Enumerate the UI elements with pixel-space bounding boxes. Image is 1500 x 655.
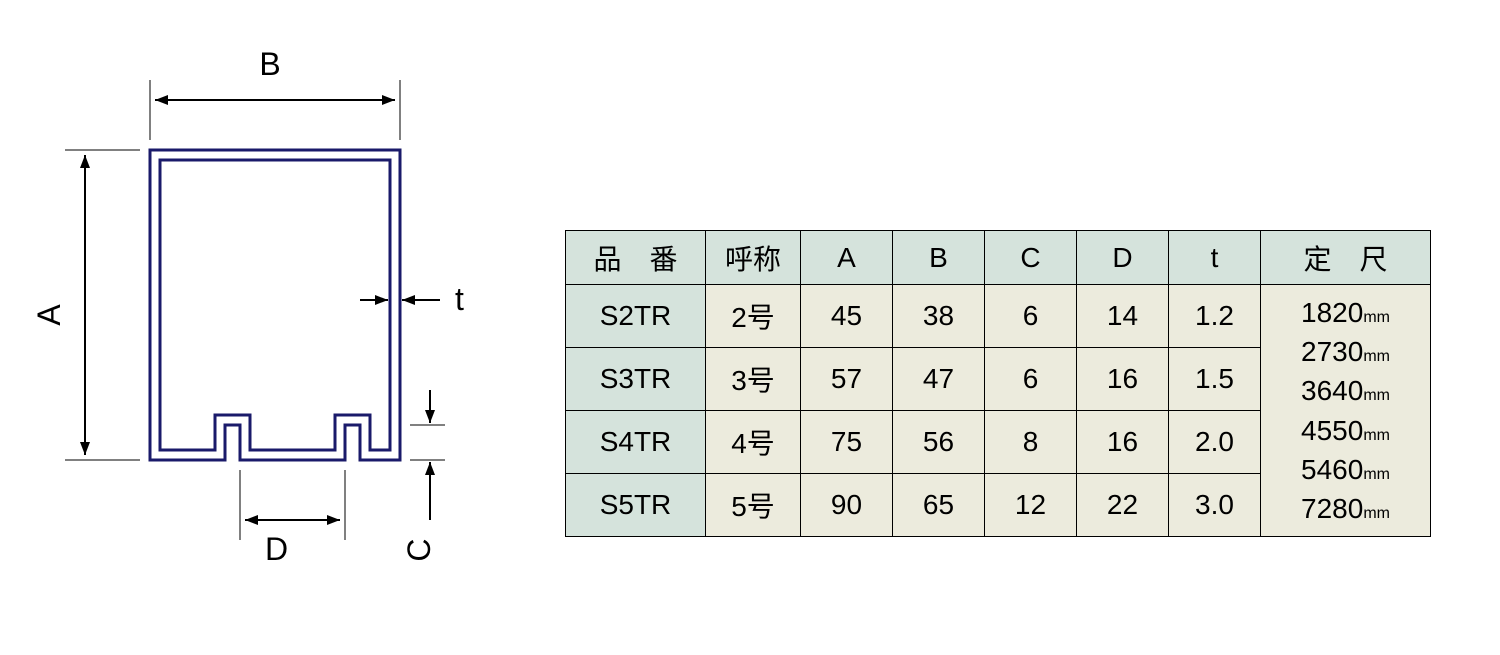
cross-section-diagram: B A t C D — [0, 0, 520, 650]
length-item: 4550mm — [1261, 411, 1430, 450]
length-item: 5460mm — [1261, 450, 1430, 489]
dim-b-arrow-r — [382, 95, 395, 105]
header-code: 品 番 — [566, 231, 706, 285]
dim-d-label: D — [265, 531, 288, 567]
cell-a: 45 — [801, 285, 893, 348]
cell-b: 38 — [893, 285, 985, 348]
cell-d: 22 — [1077, 474, 1169, 537]
cell-name: 3号 — [706, 348, 801, 411]
cell-c: 8 — [985, 411, 1077, 474]
dim-d-arrow-r — [327, 515, 340, 525]
cell-b: 47 — [893, 348, 985, 411]
cell-code: S3TR — [566, 348, 706, 411]
dim-t-arrow-r — [402, 295, 415, 305]
dim-c-arrow-u — [425, 462, 435, 475]
header-length: 定 尺 — [1261, 231, 1431, 285]
cell-name: 5号 — [706, 474, 801, 537]
table-row: S2TR 2号 45 38 6 14 1.2 1820mm 2730mm 364… — [566, 285, 1431, 348]
cell-name: 4号 — [706, 411, 801, 474]
header-d: D — [1077, 231, 1169, 285]
cell-d: 14 — [1077, 285, 1169, 348]
cell-b: 65 — [893, 474, 985, 537]
cell-code: S4TR — [566, 411, 706, 474]
dim-b-label: B — [259, 46, 280, 82]
dim-a-arrow-u — [80, 155, 90, 168]
length-item: 3640mm — [1261, 371, 1430, 410]
header-name: 呼称 — [706, 231, 801, 285]
dim-c-label: C — [401, 538, 437, 561]
cell-t: 2.0 — [1169, 411, 1261, 474]
spec-table: 品 番 呼称 A B C D t 定 尺 S2TR 2号 45 38 6 14 … — [565, 230, 1431, 537]
dim-b-arrow-l — [155, 95, 168, 105]
length-item: 1820mm — [1261, 293, 1430, 332]
spec-table-area: 品 番 呼称 A B C D t 定 尺 S2TR 2号 45 38 6 14 … — [565, 230, 1431, 537]
cell-b: 56 — [893, 411, 985, 474]
header-t: t — [1169, 231, 1261, 285]
diagram-svg: B A t C D — [0, 0, 520, 650]
cell-code: S2TR — [566, 285, 706, 348]
cell-t: 1.5 — [1169, 348, 1261, 411]
dim-t-arrow-l — [375, 295, 388, 305]
cell-t: 1.2 — [1169, 285, 1261, 348]
dim-a-label: A — [31, 304, 67, 326]
cell-a: 75 — [801, 411, 893, 474]
length-cell: 1820mm 2730mm 3640mm 4550mm 5460mm 7280m… — [1261, 285, 1431, 537]
table-body: S2TR 2号 45 38 6 14 1.2 1820mm 2730mm 364… — [566, 285, 1431, 537]
cell-d: 16 — [1077, 348, 1169, 411]
cell-c: 6 — [985, 348, 1077, 411]
dim-a-arrow-d — [80, 442, 90, 455]
cell-a: 57 — [801, 348, 893, 411]
cell-a: 90 — [801, 474, 893, 537]
cell-d: 16 — [1077, 411, 1169, 474]
cell-t: 3.0 — [1169, 474, 1261, 537]
dim-d-arrow-l — [245, 515, 258, 525]
cell-code: S5TR — [566, 474, 706, 537]
cell-c: 6 — [985, 285, 1077, 348]
header-b: B — [893, 231, 985, 285]
length-item: 7280mm — [1261, 489, 1430, 528]
dim-c-arrow-d — [425, 410, 435, 423]
profile-inner — [160, 160, 390, 450]
table-header-row: 品 番 呼称 A B C D t 定 尺 — [566, 231, 1431, 285]
cell-c: 12 — [985, 474, 1077, 537]
dim-t-label: t — [455, 281, 464, 317]
header-c: C — [985, 231, 1077, 285]
header-a: A — [801, 231, 893, 285]
cell-name: 2号 — [706, 285, 801, 348]
length-item: 2730mm — [1261, 332, 1430, 371]
